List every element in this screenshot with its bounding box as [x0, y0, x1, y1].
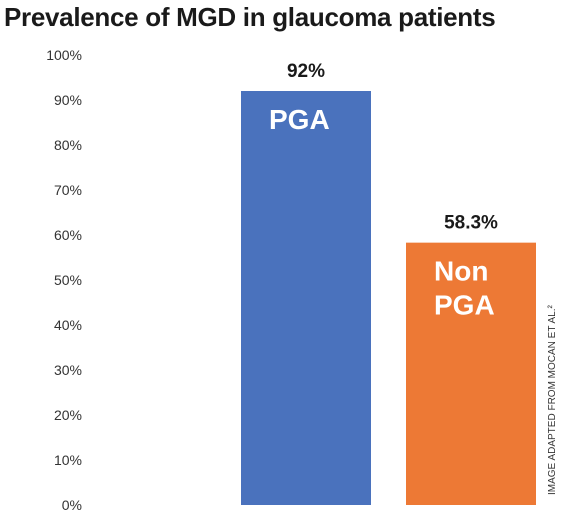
y-tick-label: 0% — [62, 497, 82, 513]
y-tick-label: 10% — [54, 452, 82, 468]
bar-non-pga — [406, 242, 536, 505]
y-tick-label: 60% — [54, 227, 82, 243]
image-credit: IMAGE ADAPTED FROM MOCAN ET AL.² — [547, 304, 558, 495]
y-tick-label: 80% — [54, 137, 82, 153]
y-tick-label: 100% — [46, 47, 82, 63]
y-tick-label: 40% — [54, 317, 82, 333]
bar-category-label-line: PGA — [269, 104, 330, 135]
bar-category-label: PGA — [269, 104, 330, 135]
y-tick-label: 90% — [54, 92, 82, 108]
bar-value-label: 58.3% — [444, 213, 498, 234]
bar-category-label-line: Non — [434, 256, 488, 287]
bar-category-label: Non PGA — [434, 256, 495, 321]
y-tick-label: 30% — [54, 362, 82, 378]
y-tick-label: 20% — [54, 407, 82, 423]
bar-pga — [241, 91, 371, 505]
y-tick-label: 50% — [54, 272, 82, 288]
y-tick-label: 70% — [54, 182, 82, 198]
bar-value-label: 92% — [287, 61, 325, 82]
chart-title: Prevalence of MGD in glaucoma patients — [4, 2, 496, 32]
bar-category-label-line: PGA — [434, 290, 495, 321]
